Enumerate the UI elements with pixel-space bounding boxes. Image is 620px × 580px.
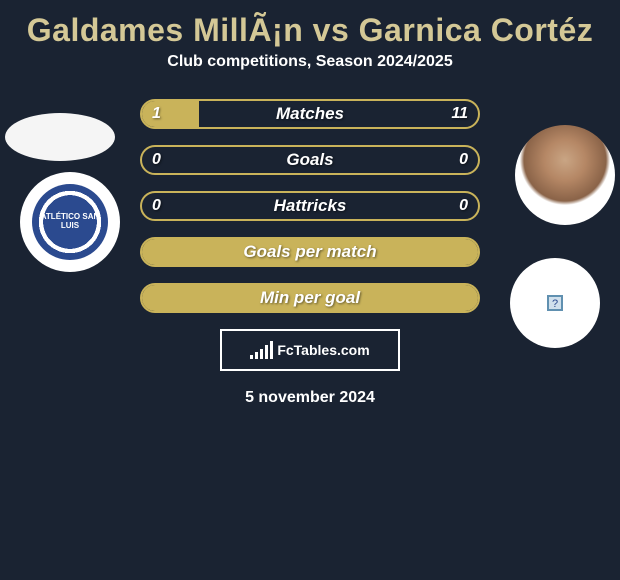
footer-brand-box: FcTables.com (220, 329, 400, 371)
stat-bar: 0 0 Goals (140, 145, 480, 175)
stat-value-right: 0 (459, 197, 468, 215)
bar-segment (260, 349, 263, 359)
footer-brand-text: FcTables.com (277, 342, 369, 358)
page-title: Galdames MillÃ¡n vs Garnica Cortéz (0, 0, 620, 53)
stat-value-left: 1 (152, 105, 161, 123)
stat-label: Goals (286, 150, 333, 170)
stat-value-left: 0 (152, 151, 161, 169)
team-badge-left-inner: ATLÉTICO SAN LUIS (32, 184, 108, 260)
bar-segment (255, 352, 258, 359)
subtitle: Club competitions, Season 2024/2025 (0, 53, 620, 71)
stat-value-right: 11 (451, 105, 468, 123)
player-avatar-left (5, 113, 115, 161)
stat-bar: 0 0 Hattricks (140, 191, 480, 221)
stat-bar: Goals per match (140, 237, 480, 267)
stats-area: 111Matches00Goals00HattricksGoals per ma… (140, 99, 480, 313)
stat-label: Min per goal (260, 288, 360, 308)
bar-segment (270, 341, 273, 359)
bar-segment (250, 355, 253, 359)
player-avatar-right (515, 125, 615, 225)
stat-bar: 111Matches (140, 99, 480, 129)
stat-label: Hattricks (274, 196, 347, 216)
stat-bar: Min per goal (140, 283, 480, 313)
bar-segment (265, 345, 268, 359)
stat-value-right: 0 (459, 151, 468, 169)
stat-fill-left (142, 101, 199, 127)
stat-value-left: 0 (152, 197, 161, 215)
team-badge-left: ATLÉTICO SAN LUIS (20, 172, 120, 272)
stat-label: Goals per match (243, 242, 376, 262)
unknown-icon: ? (547, 295, 563, 311)
stat-label: Matches (276, 104, 344, 124)
team-badge-right: ? (510, 258, 600, 348)
date-text: 5 november 2024 (0, 389, 620, 407)
bar-chart-icon (250, 341, 273, 359)
